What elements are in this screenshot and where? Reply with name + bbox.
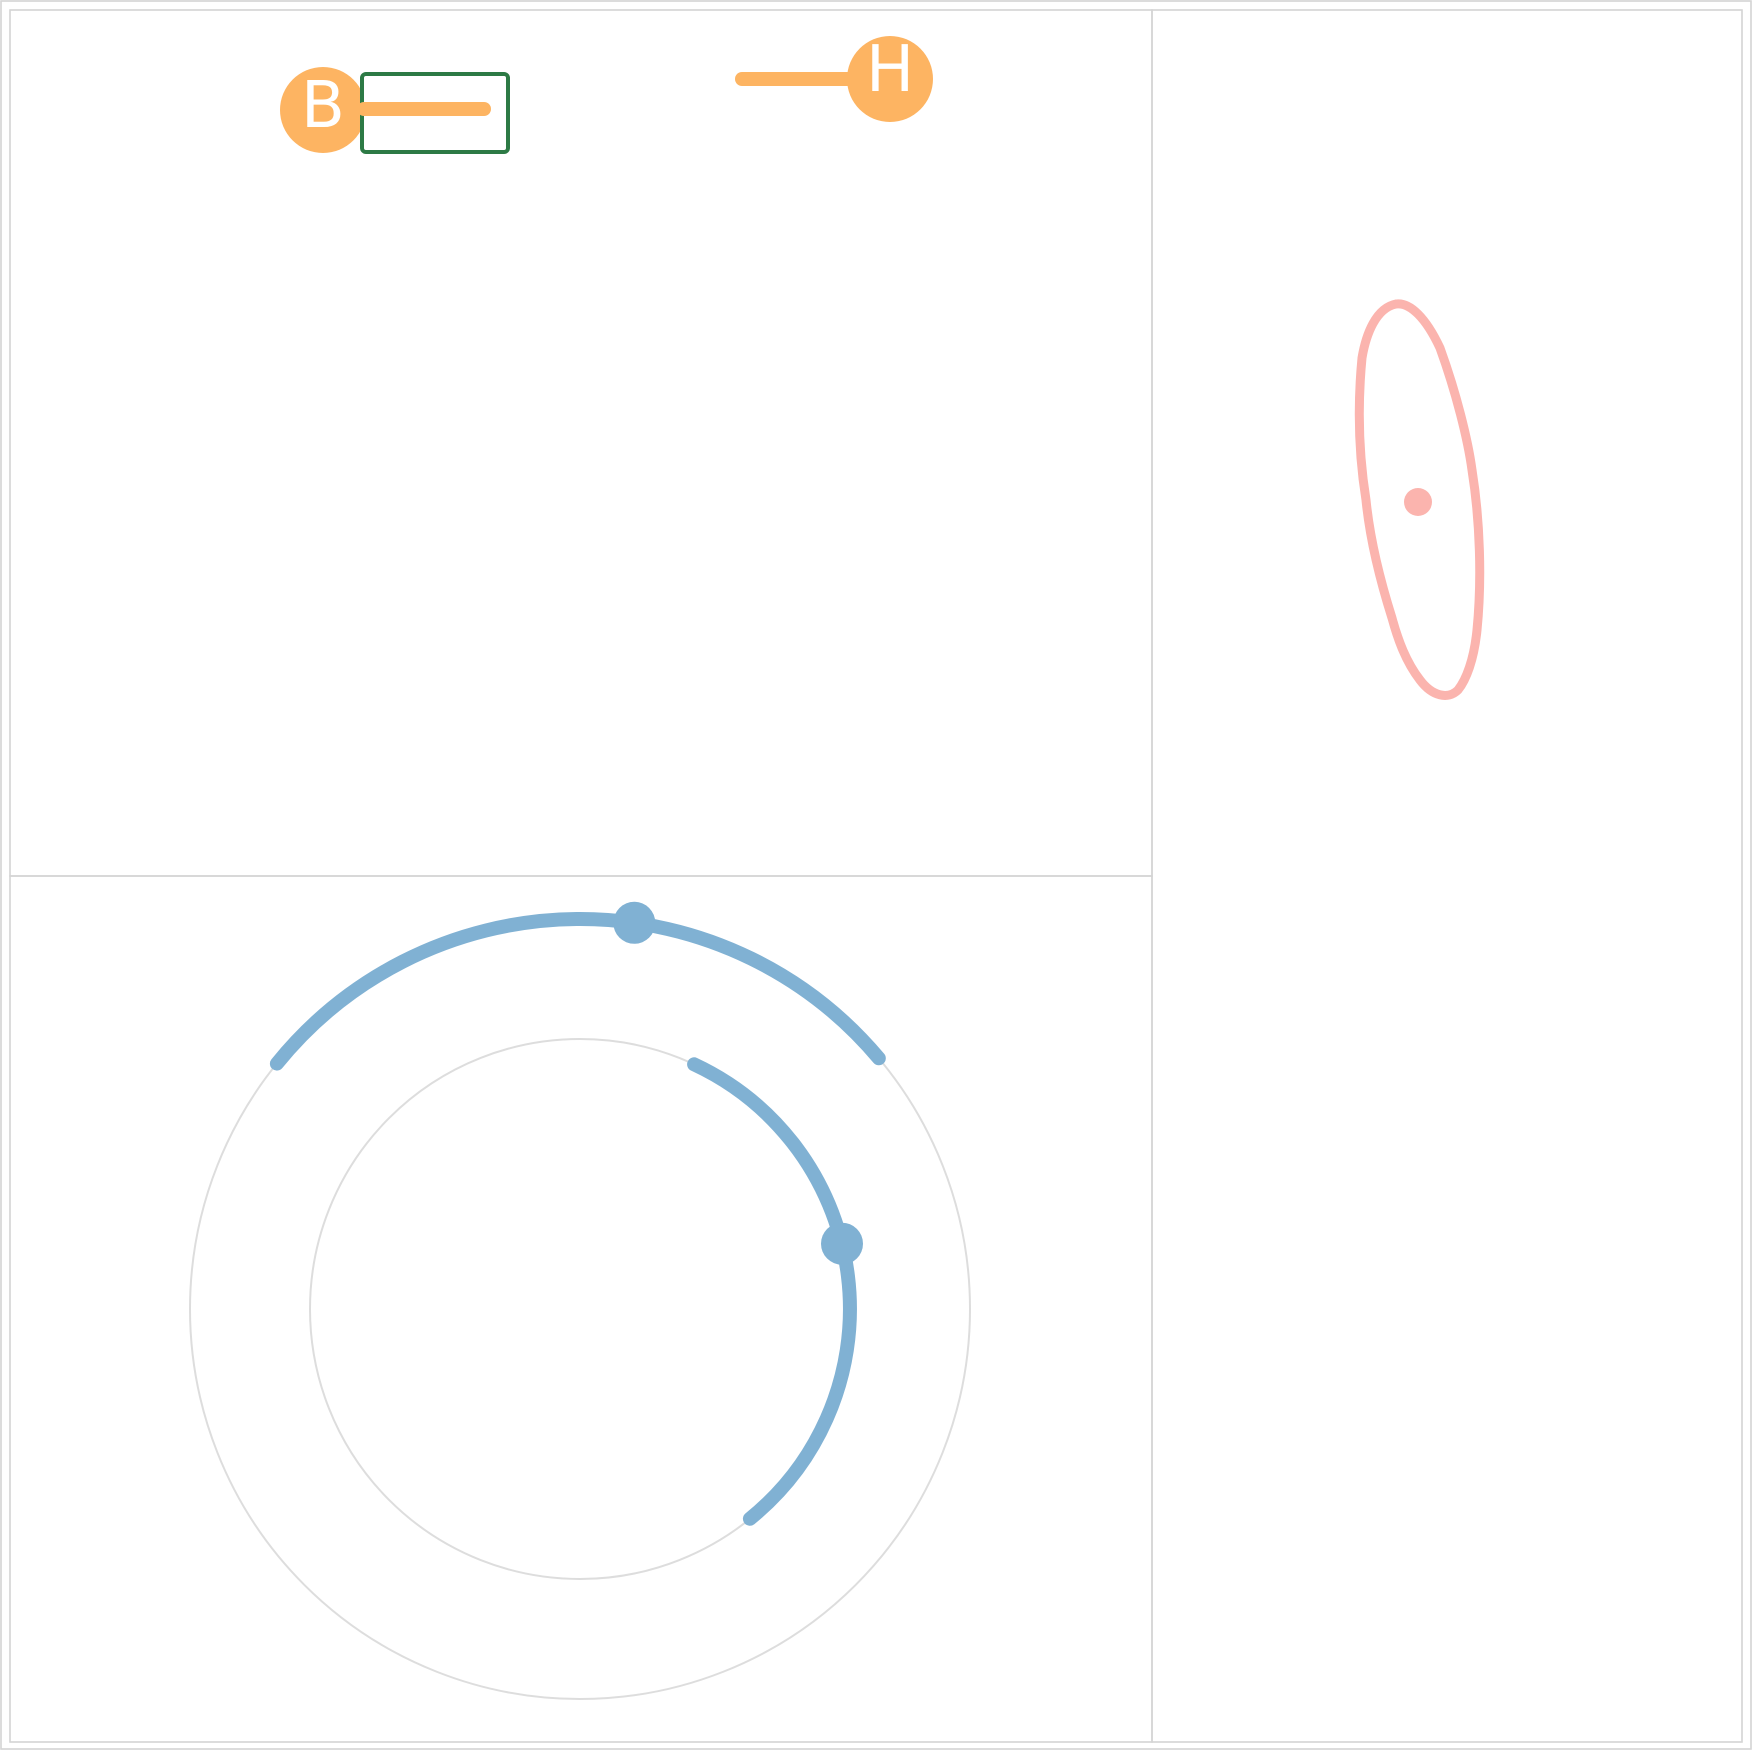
node-h: H: [847, 33, 933, 122]
outer-arc-marker: [613, 901, 656, 944]
inner-arc-marker: [821, 1222, 863, 1265]
outer-arc: [269, 911, 886, 1071]
inner-arc: [687, 1057, 857, 1526]
panel-top-left: [9, 9, 1153, 877]
node-b: B: [280, 67, 366, 153]
node-h-circle: [847, 36, 933, 122]
top-left-diagram: B H: [280, 33, 933, 154]
panel-right: [1151, 9, 1743, 1743]
rings-diagram: [189, 901, 971, 1700]
panel-bottom-left: [9, 875, 1153, 1743]
pink-dot: [1404, 488, 1432, 516]
node-h-label: H: [866, 33, 914, 107]
node-b-circle: [280, 67, 366, 153]
pink-loop-clean: [1354, 299, 1485, 700]
node-b-label: B: [301, 69, 345, 143]
right-diagram: [1354, 299, 1485, 700]
